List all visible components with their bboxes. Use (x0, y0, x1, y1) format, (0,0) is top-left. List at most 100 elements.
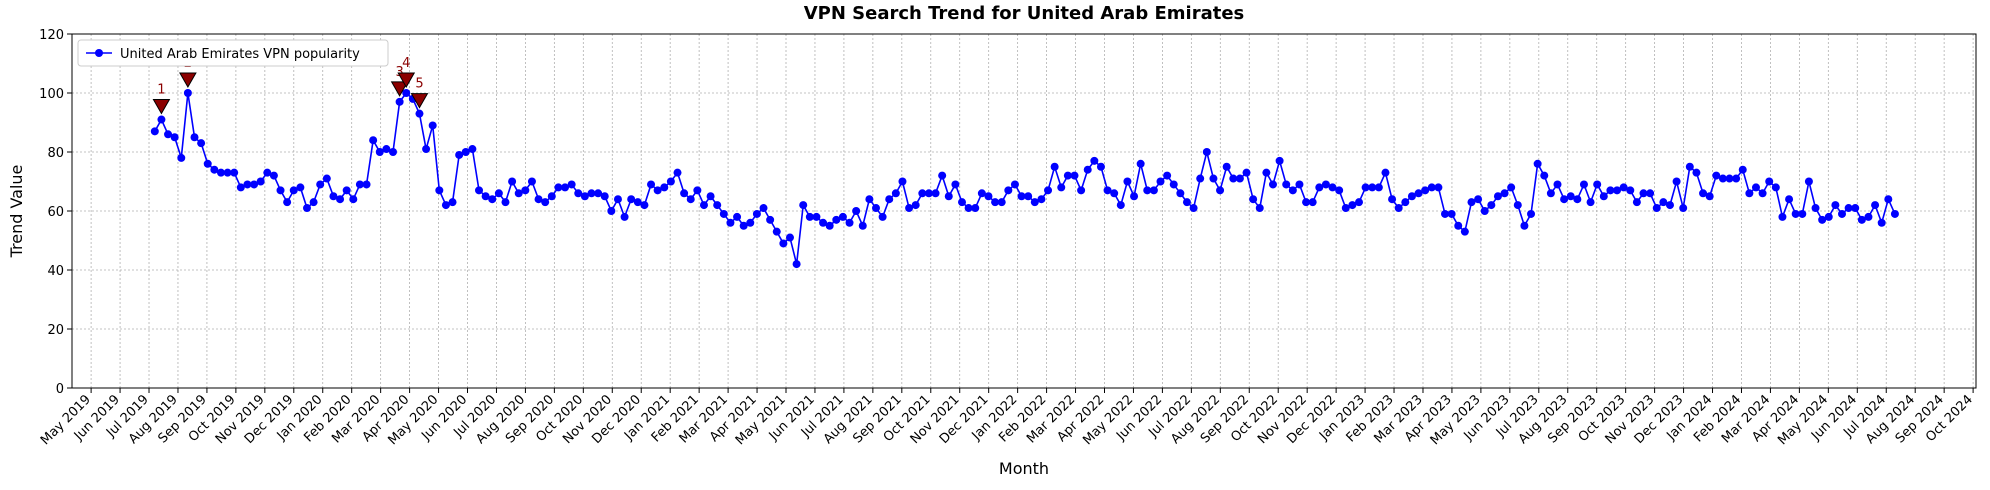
annotation-label: 1 (157, 83, 165, 98)
annotation-marker (410, 93, 429, 109)
data-point (468, 145, 477, 154)
data-point (1804, 177, 1813, 186)
data-point (825, 221, 834, 230)
data-point (1282, 180, 1291, 189)
data-point (441, 201, 450, 210)
data-point (779, 239, 788, 248)
data-point (1513, 201, 1522, 210)
data-point (1566, 192, 1575, 201)
data-point (150, 127, 159, 136)
data-point (322, 174, 331, 183)
data-point (1374, 183, 1383, 192)
data-point (1010, 180, 1019, 189)
data-point (1249, 195, 1258, 204)
data-point (1454, 221, 1463, 230)
data-point (1295, 180, 1304, 189)
data-point (1202, 148, 1211, 156)
data-point (362, 180, 371, 189)
data-point (1718, 174, 1727, 183)
data-point (1222, 162, 1231, 171)
data-point (1163, 171, 1172, 180)
data-point (1315, 183, 1324, 192)
legend-marker (95, 49, 103, 57)
data-point (1156, 177, 1165, 186)
data-point (1546, 189, 1555, 198)
data-point (422, 145, 431, 154)
data-point (355, 180, 364, 189)
data-point (1692, 168, 1701, 177)
annotation-marker (179, 72, 197, 89)
data-point (647, 180, 656, 189)
data-point (1130, 192, 1139, 201)
data-point (1434, 183, 1443, 192)
data-point (726, 218, 735, 227)
data-point (1467, 198, 1476, 207)
data-point (1077, 186, 1086, 195)
y-tick-label: 120 (39, 28, 64, 43)
data-point (607, 207, 616, 215)
plot-frame (71, 33, 1977, 389)
data-point (1149, 186, 1158, 195)
data-point (402, 89, 411, 97)
data-point (415, 109, 424, 118)
data-point (944, 192, 953, 201)
data-point (792, 260, 801, 269)
data-point (1712, 171, 1721, 180)
data-point (1030, 198, 1039, 207)
data-point (1348, 201, 1357, 210)
data-point (799, 201, 808, 210)
data-point (713, 201, 722, 210)
data-point (1414, 189, 1423, 198)
chart-title: VPN Search Trend for United Arab Emirate… (804, 3, 1245, 24)
data-point (269, 171, 278, 180)
data-point (752, 209, 761, 218)
data-point (1460, 227, 1469, 236)
legend-label: United Arab Emirates VPN popularity (120, 47, 360, 62)
data-point (375, 148, 384, 156)
data-point (931, 189, 940, 198)
data-point (1791, 209, 1800, 218)
data-point (521, 186, 530, 195)
data-point (1070, 171, 1079, 180)
data-point (1599, 192, 1608, 201)
data-point (858, 221, 867, 230)
data-point (1500, 189, 1509, 198)
data-point (1275, 156, 1284, 165)
data-point (1176, 189, 1185, 198)
data-point (1632, 198, 1641, 207)
data-point (1593, 180, 1602, 189)
data-point (1877, 218, 1886, 227)
data-point (1493, 192, 1502, 201)
data-point (1837, 209, 1846, 218)
data-point (1421, 186, 1430, 195)
data-point (508, 177, 517, 186)
data-point (455, 150, 464, 159)
data-point (1659, 198, 1668, 207)
data-point (819, 218, 828, 227)
data-point (1242, 168, 1251, 177)
y-tick-label: 100 (39, 87, 64, 102)
data-point (640, 201, 649, 210)
data-point (977, 189, 986, 198)
data-point (971, 204, 980, 213)
data-point (832, 215, 841, 224)
data-point (1864, 212, 1873, 221)
data-point (1341, 204, 1350, 213)
annotation-marker (397, 72, 416, 89)
data-point (1401, 198, 1410, 207)
data-point (1216, 186, 1225, 195)
data-point (1308, 198, 1317, 207)
data-point (1090, 156, 1099, 165)
data-point (1553, 180, 1562, 189)
data-point (210, 165, 219, 174)
data-point (620, 212, 629, 221)
data-point (905, 204, 914, 213)
data-point (766, 215, 775, 224)
data-point (574, 189, 583, 198)
data-point (283, 198, 292, 207)
data-point (958, 198, 967, 207)
data-point (302, 204, 311, 213)
data-point (1103, 186, 1112, 195)
data-point (1646, 189, 1655, 198)
